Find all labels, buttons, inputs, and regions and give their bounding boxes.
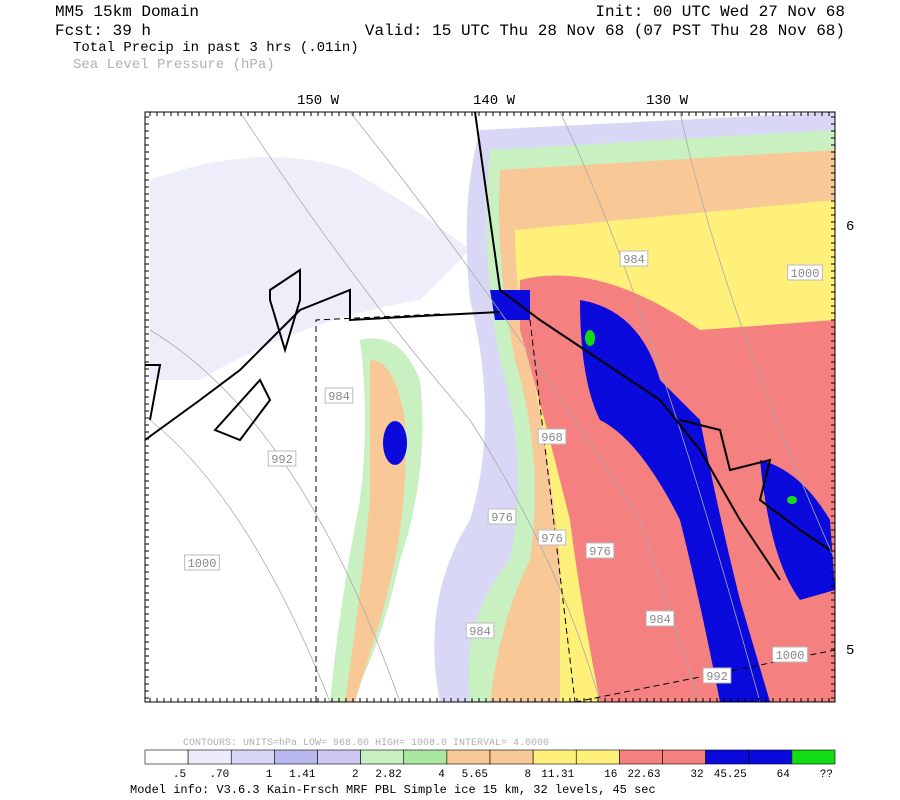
contour-label: 992 [271, 453, 293, 467]
colorbar-cell [748, 749, 793, 765]
contour-box [324, 387, 354, 404]
colorbar-cell [403, 749, 448, 765]
contour-box [267, 450, 297, 467]
colorbar-label: 32 [690, 769, 703, 781]
colorbar-cell [187, 749, 232, 765]
colorbar-cell [317, 749, 361, 765]
colorbar-label: 1 [266, 769, 273, 781]
contour-label: 984 [328, 390, 350, 404]
colorbar-label: 2.82 [375, 769, 401, 781]
contour-label: 1000 [791, 267, 820, 281]
colorbar-label: .5 [173, 769, 186, 781]
colorbar-cell [791, 749, 836, 765]
colorbar-label: 64 [777, 769, 791, 781]
field-name: Total Precip in past 3 hrs (.01in) [73, 40, 359, 56]
contour-box [487, 508, 517, 525]
colorbar-label: 16 [604, 769, 617, 781]
model-title: MM5 15km Domain [55, 3, 199, 21]
contour-box [465, 622, 495, 639]
contour-box [619, 250, 649, 267]
colorbar-cell [446, 749, 491, 765]
colorbar-cell [705, 749, 750, 765]
contour-label: 1000 [776, 649, 805, 663]
contour-box [585, 542, 615, 559]
contour-box [772, 646, 808, 663]
colorbar-cell [532, 749, 577, 765]
contour-label: 976 [541, 532, 563, 546]
contour-label: 976 [491, 511, 513, 525]
colorbar-cell [144, 749, 189, 765]
colorbar-cell [230, 749, 275, 765]
valid-time: Valid: 15 UTC Thu 28 Nov 68 (07 PST Thu … [365, 22, 845, 40]
colorbar-label: 8 [525, 769, 532, 781]
colorbar-label: 22.63 [627, 769, 660, 781]
longitude-label: 150 W [297, 93, 340, 109]
overlay-name: Sea Level Pressure (hPa) [73, 57, 275, 73]
colorbar-label: 5.65 [462, 769, 488, 781]
contour-box [702, 667, 732, 684]
contour-label: 992 [706, 670, 728, 684]
contour-labels: 984 992 1000 968 976 976 976 984 984 992 1000 984 10… [184, 250, 823, 684]
colorbar-label: 2 [352, 769, 359, 781]
contour-label: 976 [589, 545, 611, 559]
colorbar: .5 .70 1 1.41 2 2.82 4 5.65 8 11.31 16 22.63 32 45.25… [144, 749, 836, 781]
colorbar-cell [274, 749, 318, 765]
contour-info: CONTOURS: UNITS=hPa LOW= 968.00 HIGH= 10… [183, 737, 549, 749]
colorbar-label: 4 [438, 769, 445, 781]
contour-label: 984 [469, 625, 491, 639]
model-info: Model info: V3.6.3 Kain-Frsch MRF PBL Si… [130, 783, 656, 797]
contour-box [537, 428, 567, 445]
colorbar-cell [360, 749, 405, 765]
longitude-label: 130 W [646, 93, 689, 109]
colorbar-cell [619, 749, 663, 765]
longitude-label: 140 W [473, 93, 516, 109]
latitude-label: 6 [846, 219, 854, 235]
forecast-hour: Fcst: 39 h [55, 22, 151, 40]
colorbar-label: 1.41 [289, 769, 316, 781]
contour-box [537, 529, 567, 546]
init-time: Init: 00 UTC Wed 27 Nov 68 [595, 3, 845, 21]
contour-label: 1000 [188, 557, 217, 571]
latitude-label: 5 [846, 643, 854, 659]
colorbar-cell [489, 749, 534, 765]
colorbar-label: .70 [209, 769, 229, 781]
colorbar-cell [662, 749, 706, 765]
longitude-labels: 150 W 140 W 130 W 6 5 [297, 93, 854, 659]
colorbar-cell [575, 749, 620, 765]
contour-box [787, 264, 823, 281]
contour-label: 984 [649, 613, 671, 627]
contour-label: 968 [541, 431, 563, 445]
contour-box [184, 554, 220, 571]
colorbar-label: 11.31 [541, 769, 574, 781]
contour-box [645, 610, 675, 627]
colorbar-label: ?? [820, 769, 833, 781]
colorbar-label: 45.25 [714, 769, 747, 781]
contour-label: 984 [623, 253, 645, 267]
precip-field [145, 112, 835, 702]
frame-ticks [145, 112, 835, 702]
